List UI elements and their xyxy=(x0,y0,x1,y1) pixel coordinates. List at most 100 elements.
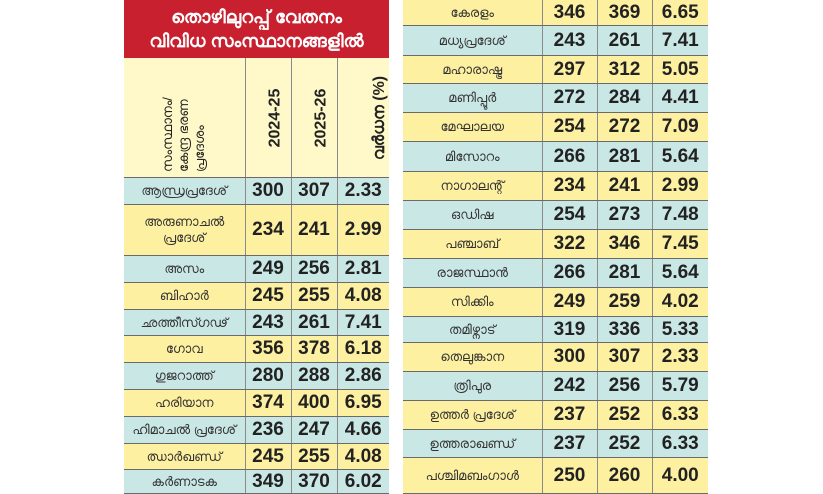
cell-state: ഗോവ xyxy=(124,335,246,363)
table-row: ഹരിയാന 374 400 6.95 xyxy=(124,389,389,417)
table-row: പഞ്ചാബ് 322 346 7.45 xyxy=(403,229,708,259)
table-row: ഉത്തരാഖണ്ഡ് 237 252 6.33 xyxy=(403,429,708,458)
cell-state: ഹിമാചൽ പ്രദേശ് xyxy=(124,416,246,444)
cell-state: പശ്ചിമബംഗാൾ xyxy=(403,457,543,494)
cell-state: ഝാർഖണ്ഡ് xyxy=(124,443,246,470)
cell-wage-2025-26: 281 xyxy=(597,141,653,172)
cell-wage-2024-25: 349 xyxy=(245,469,292,494)
cell-wage-2024-25: 266 xyxy=(542,141,598,172)
cell-state: ഉത്തരാഖണ്ഡ് xyxy=(403,429,543,458)
cell-wage-2025-26: 252 xyxy=(597,400,653,430)
cell-increase-percent: 4.66 xyxy=(337,416,389,444)
table-row: കർണാടക 349 370 6.02 xyxy=(124,469,389,494)
cell-increase-percent: 2.99 xyxy=(652,171,708,201)
cell-wage-2025-26: 312 xyxy=(597,55,653,84)
table-row: ഉത്തർ പ്രദേശ് 237 252 6.33 xyxy=(403,400,708,430)
cell-wage-2024-25: 280 xyxy=(245,362,292,390)
cell-wage-2024-25: 272 xyxy=(542,83,598,113)
cell-wage-2024-25: 243 xyxy=(245,309,292,336)
table-row: മണിപ്പൂർ 272 284 4.41 xyxy=(403,83,708,113)
wage-table-left: സംസ്ഥാനം/ കേന്ദ്ര ഭരണ പ്രദേശം 2024-25 20… xyxy=(124,58,389,494)
table-row: അരുണാചൽ പ്രദേശ് 234 241 2.99 xyxy=(124,204,389,256)
table-row: അസം 249 256 2.81 xyxy=(124,255,389,283)
cell-wage-2024-25: 249 xyxy=(542,287,598,317)
cell-increase-percent: 2.33 xyxy=(652,342,708,372)
cell-wage-2024-25: 266 xyxy=(542,258,598,288)
cell-state: ത്രിപുര xyxy=(403,371,543,401)
cell-wage-2025-26: 260 xyxy=(597,457,653,494)
table-row: ഛത്തീസ്ഗഢ് 243 261 7.41 xyxy=(124,309,389,336)
cell-wage-2024-25: 300 xyxy=(245,177,292,205)
cell-increase-percent: 2.81 xyxy=(337,255,389,283)
cell-wage-2024-25: 245 xyxy=(245,443,292,470)
cell-state: തമിഴ്നാട് xyxy=(403,316,543,343)
table-row: ഒഡിഷ 254 273 7.48 xyxy=(403,200,708,230)
cell-increase-percent: 6.33 xyxy=(652,429,708,458)
cell-state: സിക്കിം xyxy=(403,287,543,317)
cell-increase-percent: 4.08 xyxy=(337,443,389,470)
cell-state: രാജസ്ഥാൻ xyxy=(403,258,543,288)
table-row: ഝാർഖണ്ഡ് 245 255 4.08 xyxy=(124,443,389,470)
header-2025-26: 2025-26 xyxy=(291,58,338,178)
cell-wage-2025-26: 369 xyxy=(597,0,653,26)
cell-wage-2025-26: 400 xyxy=(291,389,338,417)
cell-wage-2025-26: 256 xyxy=(291,255,338,283)
table-row: തമിഴ്നാട് 319 336 5.33 xyxy=(403,316,708,343)
table-row: ഗോവ 356 378 6.18 xyxy=(124,335,389,363)
cell-wage-2025-26: 288 xyxy=(291,362,338,390)
table-row: മധ്യപ്രദേശ് 243 261 7.41 xyxy=(403,25,708,56)
cell-wage-2025-26: 336 xyxy=(597,316,653,343)
cell-increase-percent: 2.86 xyxy=(337,362,389,390)
cell-state: പഞ്ചാബ് xyxy=(403,229,543,259)
cell-state: മധ്യപ്രദേശ് xyxy=(403,25,543,56)
table-row: ത്രിപുര 242 256 5.79 xyxy=(403,371,708,401)
cell-wage-2024-25: 249 xyxy=(245,255,292,283)
cell-state: കേരളം xyxy=(403,0,543,26)
cell-increase-percent: 6.65 xyxy=(652,0,708,26)
cell-state: മിസോറം xyxy=(403,141,543,172)
cell-increase-percent: 6.33 xyxy=(652,400,708,430)
cell-state: ഹരിയാന xyxy=(124,389,246,417)
table-row: രാജസ്ഥാൻ 266 281 5.64 xyxy=(403,258,708,288)
cell-wage-2024-25: 346 xyxy=(542,0,598,26)
cell-wage-2025-26: 378 xyxy=(291,335,338,363)
table-row: കേരളം 346 369 6.65 xyxy=(403,0,708,26)
cell-wage-2024-25: 242 xyxy=(542,371,598,401)
cell-wage-2024-25: 297 xyxy=(542,55,598,84)
table-row: മഹാരാഷ്ട്ര 297 312 5.05 xyxy=(403,55,708,84)
cell-wage-2025-26: 261 xyxy=(597,25,653,56)
cell-wage-2024-25: 250 xyxy=(542,457,598,494)
cell-wage-2024-25: 234 xyxy=(542,171,598,201)
cell-increase-percent: 7.48 xyxy=(652,200,708,230)
cell-wage-2025-26: 252 xyxy=(597,429,653,458)
cell-state: ഗുജറാത്ത് xyxy=(124,362,246,390)
cell-state: മണിപ്പൂർ xyxy=(403,83,543,113)
cell-increase-percent: 7.41 xyxy=(652,25,708,56)
cell-increase-percent: 4.41 xyxy=(652,83,708,113)
cell-wage-2025-26: 307 xyxy=(291,177,338,205)
cell-increase-percent: 5.64 xyxy=(652,258,708,288)
cell-increase-percent: 5.64 xyxy=(652,141,708,172)
cell-wage-2024-25: 245 xyxy=(245,282,292,310)
cell-state: ഒഡിഷ xyxy=(403,200,543,230)
cell-wage-2024-25: 300 xyxy=(542,342,598,372)
cell-increase-percent: 5.33 xyxy=(652,316,708,343)
cell-wage-2024-25: 374 xyxy=(245,389,292,417)
cell-wage-2024-25: 254 xyxy=(542,200,598,230)
cell-increase-percent: 7.41 xyxy=(337,309,389,336)
table-row: ബിഹാർ 245 255 4.08 xyxy=(124,282,389,310)
table-row: ഹിമാചൽ പ്രദേശ് 236 247 4.66 xyxy=(124,416,389,444)
cell-state: മേഘാലയ xyxy=(403,112,543,142)
cell-wage-2025-26: 346 xyxy=(597,229,653,259)
cell-wage-2024-25: 237 xyxy=(542,400,598,430)
table-row: പശ്ചിമബംഗാൾ 250 260 4.00 xyxy=(403,457,708,494)
cell-increase-percent: 7.09 xyxy=(652,112,708,142)
cell-state: അരുണാചൽ പ്രദേശ് xyxy=(124,204,246,256)
cell-state: മഹാരാഷ്ട്ര xyxy=(403,55,543,84)
cell-wage-2025-26: 255 xyxy=(291,443,338,470)
wage-table-right: കേരളം 346 369 6.65 മധ്യപ്രദേശ് 243 261 7.41 മഹാര… xyxy=(403,0,708,494)
cell-increase-percent: 6.95 xyxy=(337,389,389,417)
title-line-2: വിവിധ സംസ്ഥാനങ്ങളിൽ xyxy=(149,31,364,51)
table-row: തെലുങ്കാന 300 307 2.33 xyxy=(403,342,708,372)
cell-increase-percent: 2.33 xyxy=(337,177,389,205)
